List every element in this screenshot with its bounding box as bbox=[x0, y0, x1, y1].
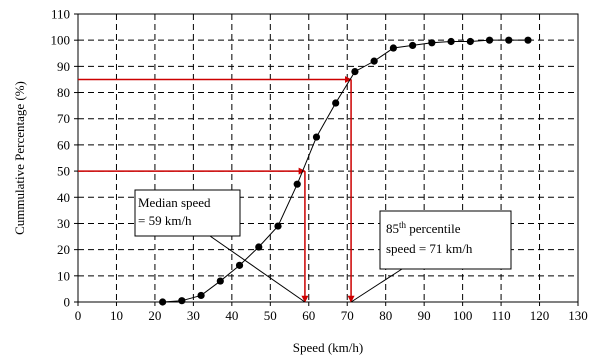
data-point bbox=[389, 44, 397, 52]
plot-frame bbox=[77, 13, 579, 303]
x-tick-label: 10 bbox=[110, 308, 123, 323]
x-tick-label: 0 bbox=[75, 308, 82, 323]
data-point bbox=[409, 41, 417, 50]
y-tick-label: 110 bbox=[51, 7, 70, 22]
axes: 0 10 20 30 40 50 60 70 80 90 100 110 120 130 0 10 20 30 40… bbox=[51, 7, 588, 324]
y-tick-label: 40 bbox=[57, 190, 70, 205]
y-tick-label: 20 bbox=[57, 242, 70, 257]
median-callout-text: = 59 km/h bbox=[138, 213, 192, 228]
x-tick-label: 80 bbox=[379, 308, 392, 323]
data-point bbox=[505, 36, 513, 44]
x-tick-label: 40 bbox=[225, 308, 238, 323]
x-tick-label: 50 bbox=[264, 308, 277, 323]
x-tick-label: 120 bbox=[530, 308, 550, 323]
p85-callout-box bbox=[379, 210, 512, 270]
data-point bbox=[312, 133, 321, 141]
y-axis-title: Cummulative Percentage (%) bbox=[12, 81, 27, 235]
p85-number: 85 bbox=[386, 221, 399, 236]
p85-callout-line2: speed = 71 km/h bbox=[386, 241, 473, 256]
y-tick-label: 30 bbox=[57, 216, 70, 231]
data-point bbox=[351, 68, 359, 76]
data-point bbox=[178, 297, 186, 305]
series-layer bbox=[159, 36, 532, 306]
p85-superscript: th bbox=[399, 220, 407, 230]
data-point bbox=[235, 261, 244, 269]
x-tick-label: 110 bbox=[492, 308, 511, 323]
data-point bbox=[485, 36, 494, 44]
data-point bbox=[159, 298, 167, 306]
median-leader bbox=[209, 235, 306, 303]
data-point bbox=[428, 39, 436, 47]
y-tick-label: 70 bbox=[57, 111, 70, 126]
y-tick-label: 50 bbox=[57, 164, 70, 179]
y-tick-label: 10 bbox=[57, 268, 70, 283]
data-point bbox=[370, 57, 378, 65]
data-point bbox=[293, 180, 301, 188]
data-point bbox=[332, 99, 340, 107]
y-tick-label: 60 bbox=[57, 137, 70, 152]
x-axis-title: Speed (km/h) bbox=[293, 340, 363, 355]
data-point bbox=[197, 291, 205, 300]
x-tick-label: 100 bbox=[453, 308, 473, 323]
annotations: Median speed = 59 km/h 85th percentile spee… bbox=[134, 189, 512, 303]
y-tick-label: 100 bbox=[51, 33, 71, 48]
x-tick-label: 90 bbox=[418, 308, 431, 323]
reference-lines bbox=[78, 75, 355, 303]
x-tick-label: 130 bbox=[568, 308, 588, 323]
data-point bbox=[466, 37, 474, 46]
p85-leader bbox=[350, 268, 403, 303]
y-tick-label: 80 bbox=[57, 85, 70, 100]
data-point bbox=[255, 243, 263, 251]
x-tick-label: 20 bbox=[148, 308, 161, 323]
y-tick-label: 90 bbox=[57, 59, 70, 74]
p85-callout-line1: 85th percentile bbox=[386, 220, 461, 236]
y-tick-label: 0 bbox=[64, 295, 71, 310]
p85-percentile-word: percentile bbox=[406, 221, 461, 236]
median-callout-box bbox=[134, 189, 241, 237]
data-point bbox=[524, 36, 532, 44]
data-point bbox=[447, 37, 455, 46]
x-tick-label: 60 bbox=[302, 308, 315, 323]
x-tick-label: 70 bbox=[341, 308, 354, 323]
data-point bbox=[216, 277, 224, 285]
median-callout-text: Median speed bbox=[138, 195, 211, 210]
data-point bbox=[274, 222, 282, 230]
x-tick-label: 30 bbox=[187, 308, 200, 323]
